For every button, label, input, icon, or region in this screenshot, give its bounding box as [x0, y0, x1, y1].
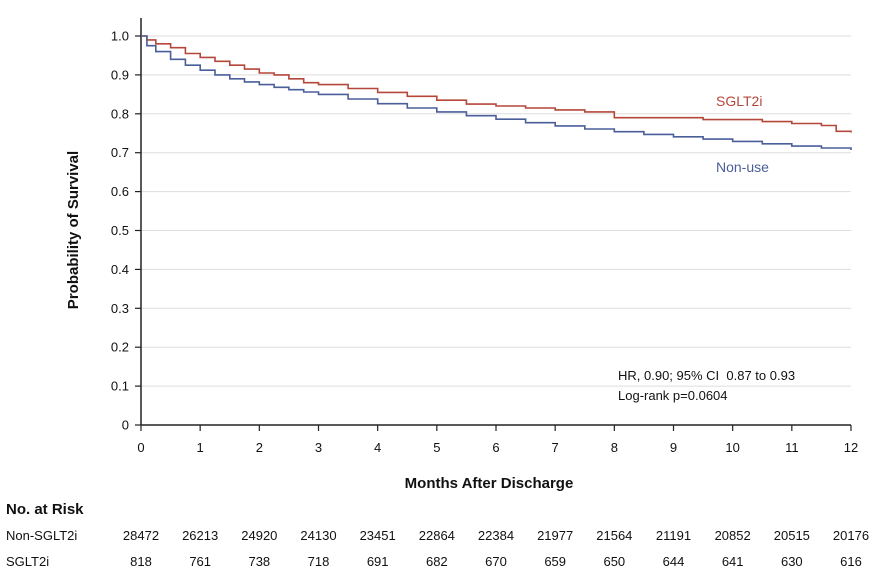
- y-axis-title: Probability of Survival: [65, 151, 82, 309]
- y-tick-label: 0.9: [111, 67, 129, 82]
- x-tick-label: 7: [552, 440, 559, 455]
- risk-value: 682: [426, 554, 448, 569]
- risk-value: 761: [189, 554, 211, 569]
- x-tick-label: 0: [137, 440, 144, 455]
- series-line-sglt2i: [141, 35, 852, 133]
- series-label-non-use: Non-use: [716, 159, 769, 175]
- risk-value: 20515: [774, 528, 810, 543]
- x-tick-label: 11: [785, 440, 799, 455]
- x-tick-label: 4: [374, 440, 381, 455]
- risk-value: 22864: [419, 528, 455, 543]
- risk-value: 20852: [715, 528, 751, 543]
- risk-value: 738: [248, 554, 270, 569]
- y-tick-label: 1.0: [111, 29, 129, 44]
- y-ticks: 0 0.1 0.2 0.3 0.4 0.5 0.6 0.7 0.8 0.9 1.0: [111, 29, 141, 433]
- series-lines: [141, 35, 852, 150]
- x-ticks: 0 1 2 3 4 5 6 7 8 9 10 11 12: [137, 425, 858, 455]
- risk-value: 670: [485, 554, 507, 569]
- x-tick-label: 1: [197, 440, 204, 455]
- y-tick-label: 0.7: [111, 145, 129, 160]
- risk-value: 650: [603, 554, 625, 569]
- risk-value: 691: [367, 554, 389, 569]
- x-tick-label: 6: [492, 440, 499, 455]
- risk-value: 818: [130, 554, 152, 569]
- log-rank-annotation: Log-rank p=0.0604: [618, 388, 728, 403]
- x-tick-label: 5: [433, 440, 440, 455]
- x-axis-title: Months After Discharge: [405, 475, 574, 492]
- x-tick-label: 9: [670, 440, 677, 455]
- risk-value: 26213: [182, 528, 218, 543]
- risk-value: 28472: [123, 528, 159, 543]
- x-tick-label: 12: [844, 440, 858, 455]
- x-tick-label: 3: [315, 440, 322, 455]
- series-line-non-use: [141, 35, 852, 150]
- x-tick-label: 2: [256, 440, 263, 455]
- y-tick-label: 0.6: [111, 184, 129, 199]
- risk-value: 21191: [656, 528, 691, 543]
- risk-value: 20176: [833, 528, 869, 543]
- hazard-ratio-annotation: HR, 0.90; 95% CI 0.87 to 0.93: [618, 368, 795, 383]
- risk-value: 630: [781, 554, 803, 569]
- y-tick-label: 0.2: [111, 340, 129, 355]
- risk-value: 641: [722, 554, 744, 569]
- y-tick-label: 0.5: [111, 223, 129, 238]
- risk-value: 718: [308, 554, 330, 569]
- y-tick-label: 0: [122, 418, 129, 433]
- series-label-sglt2i: SGLT2i: [716, 93, 762, 109]
- axes: [140, 18, 851, 426]
- gridlines: [141, 35, 851, 387]
- risk-value: 21564: [596, 528, 632, 543]
- risk-row-label-sglt2i: SGLT2i: [6, 554, 49, 569]
- risk-value: 22384: [478, 528, 514, 543]
- risk-value: 23451: [360, 528, 396, 543]
- risk-value: 659: [544, 554, 566, 569]
- y-tick-label: 0.8: [111, 106, 129, 121]
- y-tick-label: 0.1: [111, 379, 129, 394]
- y-tick-label: 0.4: [111, 262, 129, 277]
- risk-value: 21977: [537, 528, 573, 543]
- risk-table-values: 28472 26213 24920 24130 23451 22864 22384 21977…: [123, 528, 869, 569]
- x-tick-label: 8: [611, 440, 618, 455]
- risk-value: 616: [840, 554, 862, 569]
- risk-value: 24130: [300, 528, 336, 543]
- x-tick-label: 10: [725, 440, 739, 455]
- risk-value: 644: [663, 554, 685, 569]
- risk-table-title: No. at Risk: [6, 501, 84, 518]
- risk-row-label-non-sglt2i: Non-SGLT2i: [6, 528, 77, 543]
- y-tick-label: 0.3: [111, 301, 129, 316]
- risk-value: 24920: [241, 528, 277, 543]
